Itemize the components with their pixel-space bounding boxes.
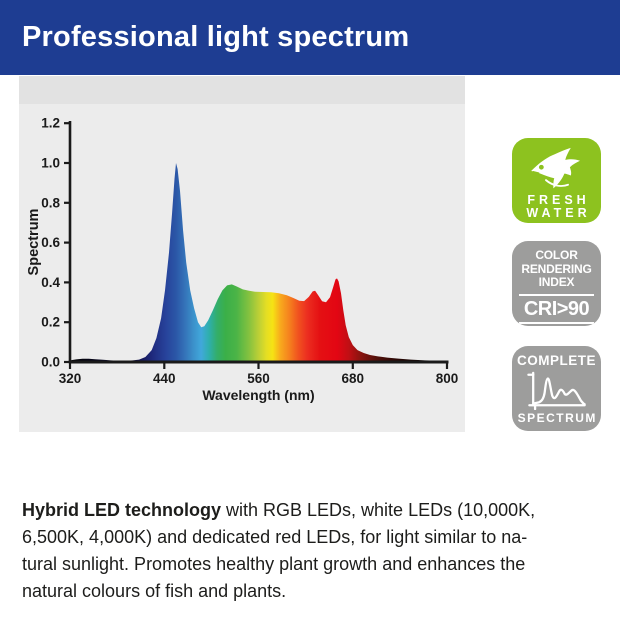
chart-panel: 0.0 0.2 0.4 0.6 0.8 1.0 1.2 320 440 560 680 800 Wave… — [19, 76, 465, 432]
fresh-label: FRESH — [527, 193, 590, 207]
cri-word-color: COLOR — [535, 248, 578, 262]
x-tick-label: 560 — [247, 371, 270, 386]
cri-value: CRI>90 — [523, 297, 590, 320]
y-tick-label: 0.4 — [41, 275, 60, 290]
description-line-3: tural sunlight. Promotes healthy plant g… — [22, 554, 526, 574]
y-tick-label: 0.0 — [41, 355, 60, 370]
page-title: Professional light spectrum — [22, 21, 410, 53]
x-tick-label: 680 — [341, 371, 364, 386]
y-tick-label: 0.8 — [41, 195, 60, 210]
description-line-4: natural colours of fish and plants. — [22, 581, 287, 601]
x-tick-label: 320 — [59, 371, 82, 386]
description-line-1: Hybrid LED technology with RGB LEDs, whi… — [22, 500, 536, 520]
cri-divider-bottom — [519, 321, 594, 324]
complete-spectrum-badge: COMPLETE SPECTRUM — [512, 346, 601, 431]
panel-top-strip — [19, 76, 465, 104]
spectrum-chart: 0.0 0.2 0.4 0.6 0.8 1.0 1.2 320 440 560 680 800 Wave… — [26, 116, 459, 403]
y-tick-label: 1.2 — [41, 116, 60, 131]
spectrum-area — [70, 163, 447, 362]
y-tick-label: 1.0 — [41, 156, 60, 171]
water-label: WATER — [526, 206, 591, 220]
cri-word-index: INDEX — [538, 275, 575, 289]
description-text: Hybrid LED technology with RGB LEDs, whi… — [22, 497, 604, 605]
x-axis-title: Wavelength (nm) — [202, 387, 314, 403]
y-tick-label: 0.2 — [41, 315, 60, 330]
y-tick-label: 0.6 — [41, 235, 60, 250]
angelfish-icon — [530, 147, 580, 189]
description-line-2: 6,500K, 4,000K) and dedicated red LEDs, … — [22, 527, 528, 547]
complete-label: COMPLETE — [516, 353, 596, 368]
x-tick-label: 440 — [153, 371, 176, 386]
description-bold: Hybrid LED technology — [22, 500, 222, 520]
cri-divider-top — [519, 293, 594, 296]
header-bar: Professional light spectrum — [0, 0, 620, 75]
cri-word-rendering: RENDERING — [521, 261, 592, 276]
spectrum-label: SPECTRUM — [517, 411, 597, 425]
spectrum-curve-icon — [526, 371, 586, 410]
x-tick-label: 800 — [436, 371, 459, 386]
fresh-water-badge: FRESH WATER — [512, 138, 601, 223]
cri-badge: COLOR RENDERING INDEX CRI>90 — [512, 241, 601, 326]
y-axis-title: Spectrum — [26, 209, 42, 276]
